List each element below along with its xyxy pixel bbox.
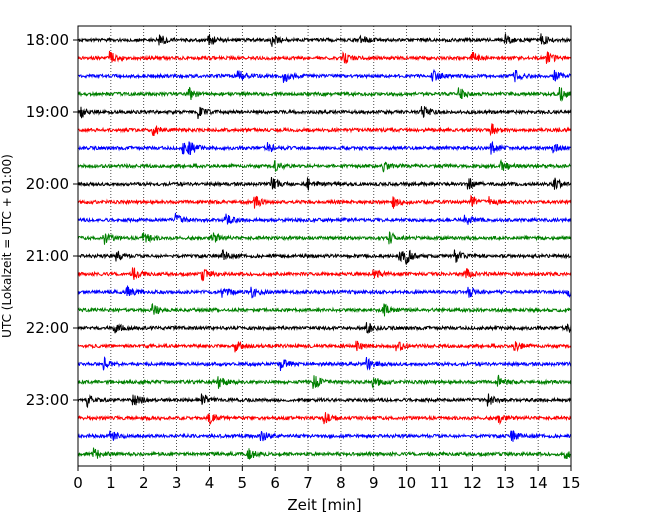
x-tick-label-0: 0 <box>73 474 83 492</box>
x-tick-label-14: 14 <box>529 474 548 492</box>
trace-2045 <box>77 231 572 245</box>
y-tick-label-3: 21:00 <box>26 247 69 265</box>
y-tick-label-4: 22:00 <box>26 319 69 337</box>
trace-2115 <box>77 267 572 282</box>
trace-2245 <box>77 374 572 390</box>
y-axis-label: UTC (Lokalzeit = UTC + 01:00) <box>0 154 14 338</box>
trace-2130 <box>77 285 572 299</box>
x-tick-label-13: 13 <box>496 474 515 492</box>
y-tick-label-2: 20:00 <box>26 175 69 193</box>
trace-2200 <box>77 322 572 334</box>
trace-1830 <box>77 68 572 83</box>
trace-2030 <box>77 212 572 225</box>
trace-2015 <box>77 194 572 209</box>
y-tick-label-5: 23:00 <box>26 391 69 409</box>
grid-layer <box>110 26 539 466</box>
x-tick-label-5: 5 <box>238 474 248 492</box>
trace-1930 <box>77 140 572 156</box>
y-tick-label-0: 18:00 <box>26 31 69 49</box>
y-axis: 18:00 19:00 20:00 21:00 22:00 23:00 <box>26 31 78 409</box>
x-tick-label-4: 4 <box>205 474 215 492</box>
trace-2345 <box>77 447 572 460</box>
x-tick-label-6: 6 <box>270 474 280 492</box>
x-tick-label-3: 3 <box>172 474 182 492</box>
trace-1915 <box>77 123 572 137</box>
trace-1815 <box>77 50 572 64</box>
trace-2145 <box>77 302 572 317</box>
x-tick-label-10: 10 <box>397 474 416 492</box>
x-tick-label-7: 7 <box>303 474 313 492</box>
plot-frame <box>77 25 572 467</box>
trace-1845 <box>77 86 572 102</box>
trace-2230 <box>77 356 572 372</box>
x-tick-label-12: 12 <box>463 474 482 492</box>
x-tick-label-15: 15 <box>561 474 580 492</box>
trace-2215 <box>77 340 572 353</box>
x-tick-label-11: 11 <box>430 474 449 492</box>
x-axis: 0 1 2 3 4 5 6 7 8 9 10 11 12 13 14 15 <box>73 466 581 492</box>
y-tick-label-1: 19:00 <box>26 103 69 121</box>
trace-2330 <box>77 429 572 442</box>
x-tick-label-8: 8 <box>336 474 346 492</box>
trace-layer <box>77 33 572 460</box>
x-tick-label-1: 1 <box>106 474 116 492</box>
x-tick-label-2: 2 <box>139 474 149 492</box>
trace-2315 <box>77 412 572 426</box>
trace-1800 <box>77 33 572 47</box>
trace-2000 <box>77 177 572 191</box>
trace-1945 <box>77 158 572 173</box>
trace-2300 <box>77 393 572 409</box>
trace-2100 <box>77 249 572 265</box>
trace-1900 <box>77 106 572 120</box>
x-axis-label: Zeit [min] <box>287 496 361 514</box>
x-tick-label-9: 9 <box>369 474 379 492</box>
